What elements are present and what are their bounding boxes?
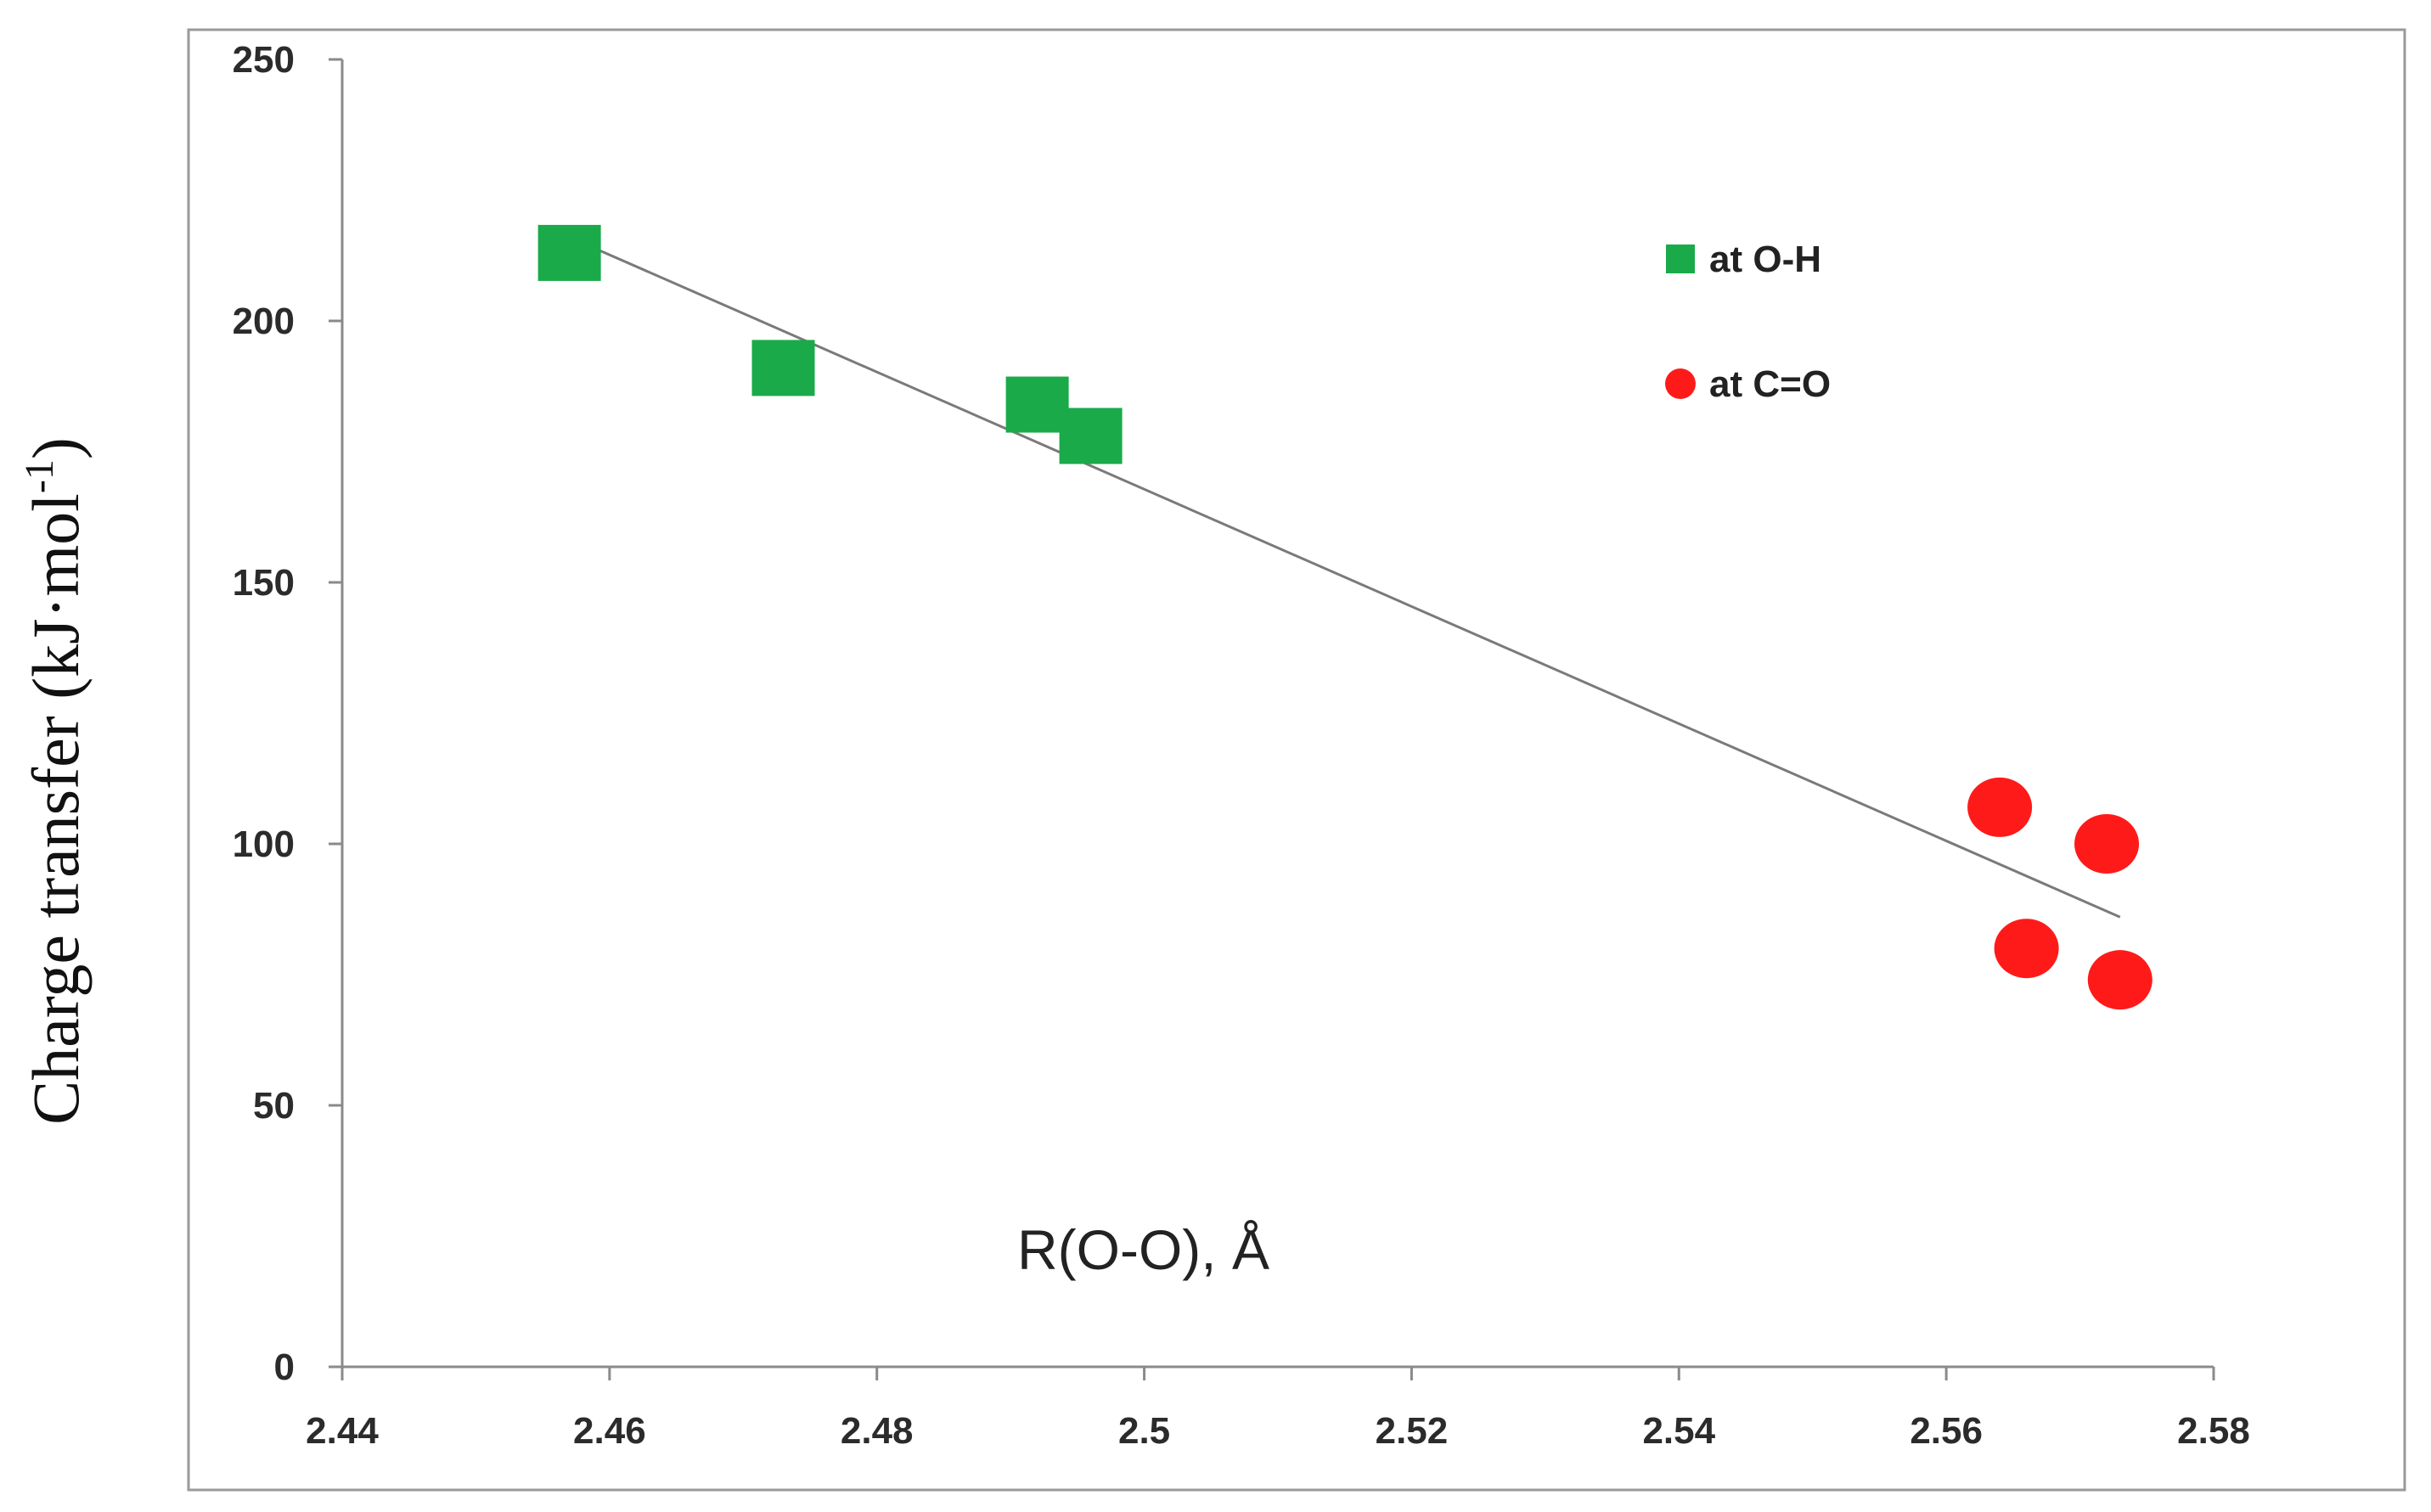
legend-circle-icon <box>1665 368 1696 399</box>
legend-label-co: at C=O <box>1709 363 1831 405</box>
data-markers <box>537 224 2152 1010</box>
x-tick-label: 2.54 <box>1642 1410 1715 1452</box>
x-tick-label: 2.46 <box>573 1410 646 1452</box>
data-point-circle <box>2074 814 2140 874</box>
data-point-circle <box>1967 777 2033 837</box>
y-axis-label: Charge transfer (kJ·mol-1) <box>17 437 93 1125</box>
y-axis-label-sup: -1 <box>17 459 62 493</box>
x-tick-label: 2.56 <box>1910 1410 1983 1452</box>
y-axis-label-close: ) <box>19 437 93 459</box>
y-tick-label: 100 <box>233 823 295 865</box>
x-tick-label: 2.58 <box>2177 1410 2250 1452</box>
y-tick-label: 200 <box>233 301 295 342</box>
data-point-square <box>1005 376 1069 433</box>
data-point-circle <box>1994 919 2059 979</box>
legend-square-icon <box>1666 245 1695 273</box>
x-tick-label: 2.52 <box>1376 1410 1449 1452</box>
axis-ticks <box>329 58 2215 1380</box>
y-tick-label: 150 <box>233 562 295 604</box>
axis-tick-labels: 2.44 2.46 2.48 2.5 2.52 2.54 2.56 2.58 0 50 100 150… <box>233 39 2250 1452</box>
y-tick-label: 250 <box>233 39 295 81</box>
data-point-square <box>751 340 815 396</box>
y-tick-label: 0 <box>274 1346 295 1388</box>
data-point-square <box>537 224 601 281</box>
legend-label-oh: at O-H <box>1709 239 1821 280</box>
chart-frame <box>187 28 2406 1492</box>
data-point-square <box>1059 408 1123 464</box>
y-tick-label: 50 <box>253 1085 295 1127</box>
data-point-circle <box>2087 950 2152 1010</box>
x-tick-label: 2.5 <box>1118 1410 1170 1452</box>
trendline <box>569 236 2121 919</box>
x-axis-label: R(O-O), Å <box>1017 1218 1269 1281</box>
y-axis-label-main: Charge transfer (kJ·mol <box>19 493 93 1125</box>
x-tick-label: 2.44 <box>306 1410 379 1452</box>
x-tick-label: 2.48 <box>841 1410 914 1452</box>
legend: at O-H at C=O <box>1665 239 1831 405</box>
